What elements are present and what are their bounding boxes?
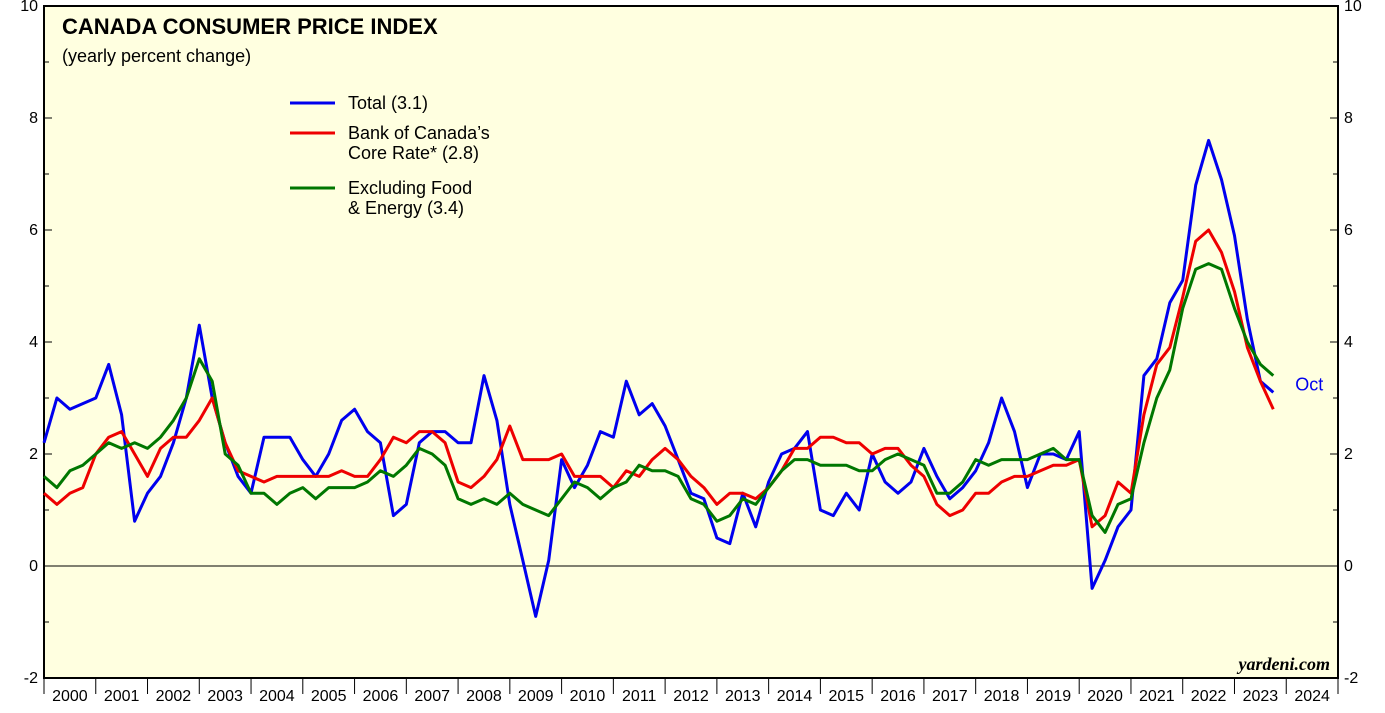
x-tick-label: 2015: [828, 688, 864, 705]
y2-tick-label: 4: [1344, 334, 1353, 351]
subtitle: (yearly percent change): [62, 46, 251, 66]
x-tick-label: 2007: [414, 688, 450, 705]
legend-label: Bank of Canada’s Core Rate* (2.8): [348, 123, 490, 163]
y-tick-label: 6: [29, 222, 38, 239]
x-tick-label: 2004: [259, 688, 295, 705]
y-tick-label: 10: [20, 0, 38, 15]
x-tick-label: 2016: [880, 688, 916, 705]
x-tick-label: 2013: [725, 688, 761, 705]
x-tick-label: 2009: [518, 688, 554, 705]
x-tick-label: 2011: [622, 688, 657, 705]
y-tick-label: 4: [29, 334, 38, 351]
plot-area: [43, 5, 1339, 679]
annotation: Oct: [1295, 374, 1323, 394]
y2-tick-label: 8: [1344, 110, 1353, 127]
x-tick-label: 2012: [673, 688, 709, 705]
x-tick-label: 2003: [207, 688, 243, 705]
chart-title: CANADA CONSUMER PRICE INDEX: [62, 14, 438, 39]
x-tick-label: 2017: [932, 688, 968, 705]
series-line: [43, 228, 1275, 529]
x-tick-label: 2023: [1243, 688, 1279, 705]
x-tick-label: 2021: [1139, 688, 1175, 705]
y2-tick-label: 10: [1344, 0, 1362, 15]
x-tick-label: 2020: [1087, 688, 1123, 705]
x-tick-label: 2006: [363, 688, 399, 705]
y-tick-label: 8: [29, 110, 38, 127]
x-tick-label: 2008: [466, 688, 502, 705]
y2-tick-label: -2: [1344, 670, 1358, 687]
x-tick-label: 2005: [311, 688, 347, 705]
legend-label: Excluding Food & Energy (3.4): [348, 178, 472, 218]
y2-tick-label: 2: [1344, 446, 1353, 463]
x-tick-label: 2019: [1036, 688, 1072, 705]
series-line: [43, 262, 1275, 534]
legend-label: Total (3.1): [348, 93, 428, 113]
y-tick-label: 0: [29, 558, 38, 575]
y2-tick-label: 0: [1344, 558, 1353, 575]
y2-tick-label: 6: [1344, 222, 1353, 239]
x-tick-label: 2000: [52, 688, 88, 705]
x-tick-label: 2024: [1294, 688, 1330, 705]
x-tick-label: 2022: [1191, 688, 1227, 705]
y-tick-label: -2: [24, 670, 38, 687]
source: yardeni.com: [1237, 654, 1331, 674]
x-tick-label: 2001: [104, 688, 140, 705]
x-tick-label: 2018: [984, 688, 1020, 705]
x-tick-label: 2002: [156, 688, 192, 705]
y-tick-label: 2: [29, 446, 38, 463]
x-tick-label: 2010: [570, 688, 606, 705]
x-tick-label: 2014: [777, 688, 813, 705]
